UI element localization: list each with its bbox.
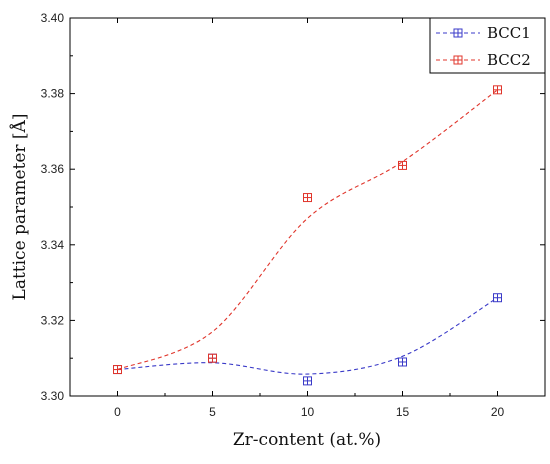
legend-box bbox=[429, 17, 546, 74]
bcc2-point bbox=[303, 193, 312, 203]
bcc1-point bbox=[493, 293, 502, 303]
y-tick-label: 3.30 bbox=[41, 389, 65, 403]
fit-lines bbox=[117, 89, 498, 375]
legend-label: BCC2 bbox=[487, 51, 531, 69]
y-tick-label: 3.38 bbox=[41, 87, 65, 101]
bcc2-fit-line bbox=[117, 89, 498, 371]
legend: BCC1 BCC2 bbox=[429, 17, 546, 74]
y-tick-label: 3.32 bbox=[41, 313, 65, 327]
legend-label: BCC1 bbox=[487, 24, 531, 42]
x-axis-title: Zr-content (at.%) bbox=[233, 430, 381, 450]
y-tick-label: 3.34 bbox=[41, 238, 65, 252]
legend-item-bcc2: BCC2 bbox=[436, 51, 531, 69]
bcc2-point bbox=[208, 353, 217, 363]
y-axis: 3.30 3.32 3.34 3.36 3.38 3.40 bbox=[41, 11, 545, 403]
x-tick-label: 15 bbox=[396, 405, 410, 419]
plot-area-frame bbox=[69, 17, 546, 397]
y-axis-title: Lattice parameter [Å] bbox=[9, 114, 30, 301]
bcc2-point bbox=[398, 160, 407, 170]
x-axis: 0 5 10 15 20 bbox=[114, 18, 504, 419]
bcc2-point bbox=[493, 85, 502, 95]
bcc1-fit-line bbox=[117, 297, 498, 375]
bcc1-point bbox=[398, 357, 407, 367]
x-tick-label: 0 bbox=[114, 405, 121, 419]
legend-marker bbox=[453, 55, 463, 65]
legend-item-bcc1: BCC1 bbox=[436, 24, 531, 42]
x-tick-label: 5 bbox=[209, 405, 216, 419]
y-tick-label: 3.40 bbox=[41, 11, 65, 25]
y-tick-label: 3.36 bbox=[41, 162, 65, 176]
bcc2-point bbox=[113, 365, 122, 375]
x-tick-label: 20 bbox=[491, 405, 505, 419]
x-tick-label: 10 bbox=[301, 405, 315, 419]
bcc1-point bbox=[303, 376, 312, 386]
legend-marker bbox=[453, 28, 463, 38]
data-points bbox=[113, 85, 502, 386]
